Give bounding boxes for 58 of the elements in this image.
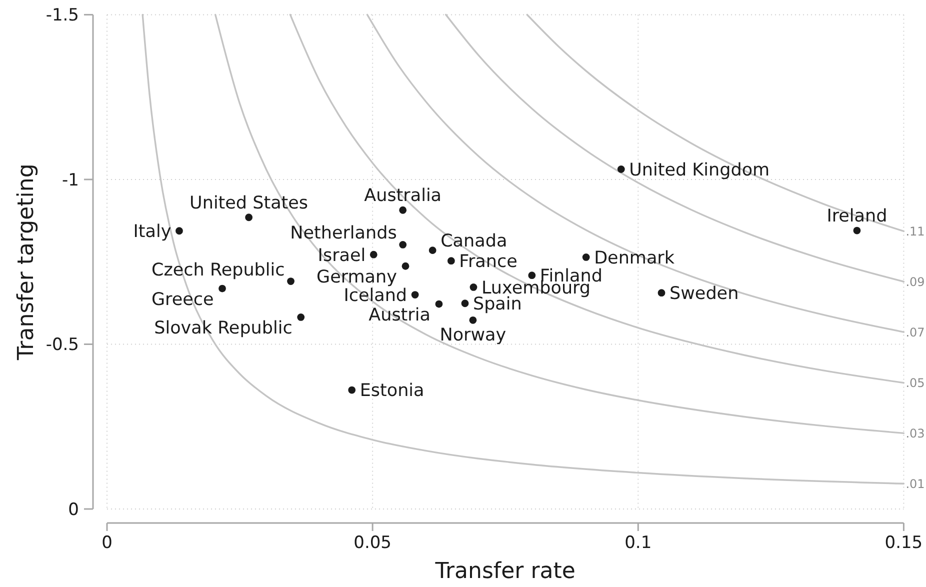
series-label: Sweden	[670, 284, 739, 304]
series-label: United States	[190, 193, 308, 214]
series-label: Iceland	[344, 286, 408, 306]
point	[399, 241, 407, 248]
y-tick-label: 0	[68, 500, 79, 520]
y-tick-label: -0.5	[46, 335, 79, 356]
point	[287, 278, 294, 285]
series-label: .01	[906, 476, 925, 491]
point	[447, 257, 455, 265]
y-tick-label: -1.5	[46, 6, 79, 26]
series-label: Spain	[472, 294, 522, 315]
point	[470, 284, 478, 291]
point	[617, 166, 625, 173]
point	[411, 291, 419, 299]
point	[658, 289, 666, 297]
point	[528, 272, 536, 280]
point	[370, 250, 378, 258]
point	[245, 214, 253, 222]
series-label: Estonia	[360, 381, 424, 402]
series-label: .05	[906, 376, 925, 390]
series-label: Greece	[151, 290, 214, 310]
series-label: Ireland	[826, 206, 888, 227]
point	[218, 284, 226, 292]
point	[469, 316, 477, 324]
series-label: Slovak Republic	[154, 318, 292, 339]
point	[297, 314, 305, 321]
series-label: Australia	[364, 186, 442, 206]
point	[461, 300, 469, 308]
point	[582, 254, 590, 261]
series-label: .07	[906, 325, 925, 340]
y-tick-label: -1	[62, 170, 79, 190]
series-label: .09	[906, 274, 925, 289]
point	[348, 386, 356, 394]
series-label: Israel	[318, 246, 366, 266]
point	[435, 300, 443, 308]
series-label: Germany	[316, 268, 397, 288]
point	[402, 262, 410, 270]
series-label: Canada	[440, 231, 508, 252]
series-label: Austria	[368, 306, 430, 326]
series-label: Italy	[133, 222, 172, 242]
series-label: Czech Republic	[152, 260, 285, 280]
point	[176, 227, 183, 235]
x-tick-label: 0.05	[354, 533, 392, 553]
series-label: Denmark	[594, 248, 676, 268]
x-tick-label: 0	[102, 533, 112, 553]
series-label: France	[459, 252, 518, 272]
series-label: Netherlands	[290, 224, 397, 244]
point	[853, 226, 861, 234]
x-tick-label: 0.15	[884, 533, 923, 553]
point	[428, 246, 436, 254]
point	[399, 206, 407, 214]
series-label: .03	[906, 426, 925, 441]
x-axis-title: Transfer rate	[434, 559, 576, 584]
y-axis-title: Transfer targeting	[14, 164, 39, 362]
series-label: United Kingdom	[629, 160, 770, 180]
x-tick-label: 0.1	[624, 533, 652, 553]
series-label: Norway	[440, 326, 506, 346]
series-label: .11	[906, 224, 925, 239]
